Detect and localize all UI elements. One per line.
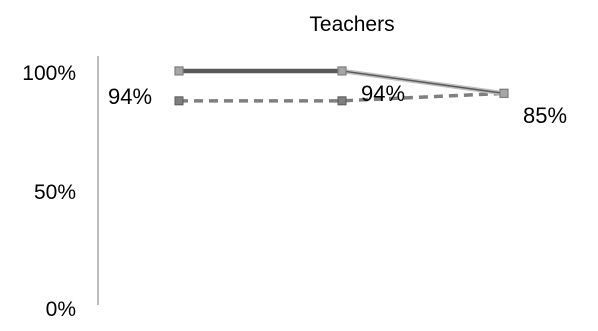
y-axis-ticks: 0% 50% 100%: [22, 62, 76, 321]
chart-title: Teachers: [309, 13, 394, 36]
y-tick-label: 0%: [46, 298, 76, 321]
data-labels: 94% 94% 85%: [108, 81, 567, 128]
series-1-marker: [337, 66, 347, 76]
series-1-marker: [499, 88, 509, 98]
data-label: 94%: [108, 84, 152, 109]
data-label: 94%: [361, 81, 405, 106]
series-1-marker: [174, 66, 184, 76]
data-label: 85%: [523, 103, 567, 128]
series-2-line: [179, 91, 505, 103]
series-2-marker: [337, 96, 347, 106]
y-tick-label: 50%: [34, 181, 76, 204]
y-tick-label: 100%: [22, 62, 76, 85]
series-2-marker: [174, 96, 184, 106]
series-lines: [174, 66, 509, 106]
series-1-segment-2-edge: [341, 70, 505, 95]
